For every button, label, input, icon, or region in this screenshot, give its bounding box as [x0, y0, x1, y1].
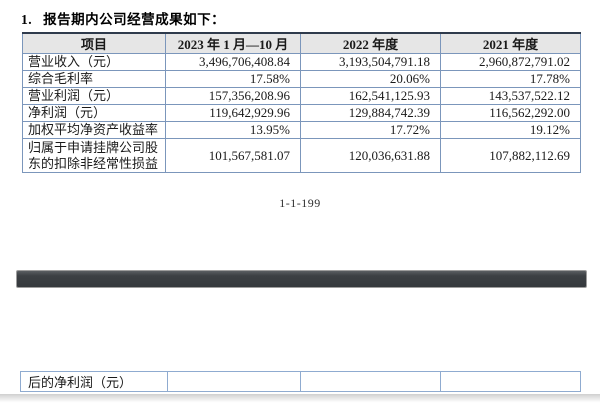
screenshot-edge-shadow — [0, 394, 600, 404]
value-cell: 157,356,208.96 — [165, 87, 301, 105]
value-cell — [300, 371, 441, 392]
table-row: 营业收入（元） 3,496,706,408.84 3,193,504,791.1… — [22, 53, 581, 71]
table-header-row: 项目 2023 年 1 月—10 月 2022 年度 2021 年度 — [22, 32, 581, 54]
page-separator-bar — [16, 270, 587, 288]
value-cell: 17.58% — [165, 70, 301, 88]
value-cell: 129,884,742.39 — [300, 104, 441, 122]
value-cell: 101,567,581.07 — [165, 138, 301, 173]
section-title: 报告期内公司经营成果如下： — [43, 12, 226, 27]
table-row: 加权平均净资产收益率 13.95% 17.72% 19.12% — [22, 121, 581, 139]
value-cell: 19.12% — [440, 121, 581, 139]
column-header-2021: 2021 年度 — [440, 32, 581, 54]
value-cell: 17.78% — [440, 70, 581, 88]
value-cell: 162,541,125.93 — [300, 87, 441, 105]
table-row: 综合毛利率 17.58% 20.06% 17.78% — [22, 70, 581, 88]
value-cell — [440, 371, 581, 392]
column-header-2022: 2022 年度 — [300, 32, 441, 54]
value-cell: 3,193,504,791.18 — [300, 53, 441, 71]
table-row: 净利润（元） 119,642,929.96 129,884,742.39 116… — [22, 104, 581, 122]
continuation-table: 后的净利润（元） — [20, 371, 581, 392]
row-label-cell: 加权平均净资产收益率 — [22, 121, 166, 139]
value-cell: 3,496,706,408.84 — [165, 53, 301, 71]
value-cell: 2,960,872,791.02 — [440, 53, 581, 71]
row-label-cell: 归属于申请挂牌公司股东的扣除非经常性损益 — [22, 138, 166, 173]
row-label-cell: 净利润（元） — [22, 104, 166, 122]
table-row: 营业利润（元） 157,356,208.96 162,541,125.93 14… — [22, 87, 581, 105]
row-label-cell: 营业利润（元） — [22, 87, 166, 105]
section-number: 1. — [21, 12, 33, 27]
row-label-cell: 综合毛利率 — [22, 70, 166, 88]
value-cell: 13.95% — [165, 121, 301, 139]
value-cell: 143,537,522.12 — [440, 87, 581, 105]
value-cell: 107,882,112.69 — [440, 138, 581, 173]
value-cell: 119,642,929.96 — [165, 104, 301, 122]
value-cell: 17.72% — [300, 121, 441, 139]
value-cell: 116,562,292.00 — [440, 104, 581, 122]
value-cell: 120,036,631.88 — [300, 138, 441, 173]
row-label-cell: 营业收入（元） — [22, 53, 166, 71]
value-cell: 20.06% — [300, 70, 441, 88]
column-header-item: 项目 — [22, 32, 166, 54]
table-row: 后的净利润（元） — [20, 371, 581, 392]
row-label-cell: 后的净利润（元） — [20, 371, 168, 392]
section-heading: 1. 报告期内公司经营成果如下： — [21, 8, 225, 28]
page-number: 1-1-199 — [279, 196, 321, 210]
financial-results-table: 项目 2023 年 1 月—10 月 2022 年度 2021 年度 营业收入（… — [22, 32, 581, 173]
column-header-2023: 2023 年 1 月—10 月 — [165, 32, 301, 54]
value-cell — [167, 371, 301, 392]
table-row: 归属于申请挂牌公司股东的扣除非经常性损益 101,567,581.07 120,… — [22, 138, 581, 173]
